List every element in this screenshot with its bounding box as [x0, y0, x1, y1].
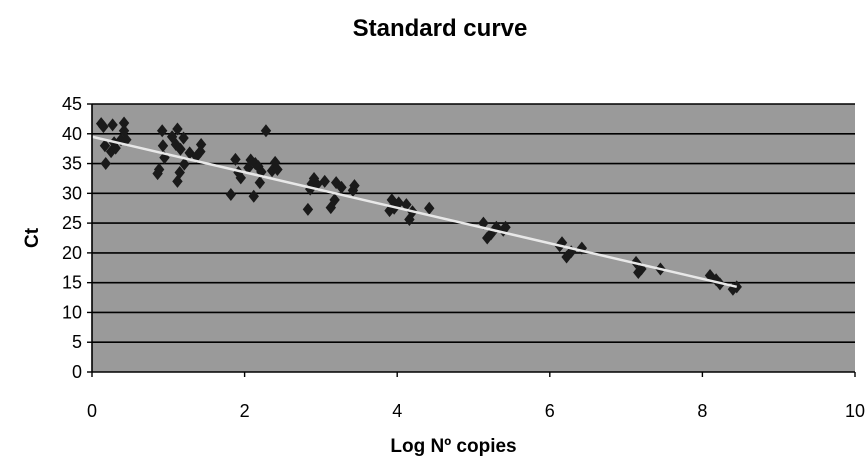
data-point	[576, 241, 588, 255]
x-tick-label: 6	[545, 401, 555, 421]
data-point	[561, 250, 572, 264]
data-point	[172, 122, 183, 136]
y-tick-labels: 0 5 10 15 20 25 30 35 40 45	[62, 94, 82, 382]
data-point	[710, 273, 722, 287]
y-axis-label: Ct	[22, 227, 43, 248]
data-point	[393, 196, 404, 210]
y-tick-label: 0	[72, 362, 82, 382]
x-tick-label: 2	[240, 401, 250, 421]
data-point	[98, 120, 109, 134]
data-point	[118, 124, 130, 138]
chart-title: Standard curve	[353, 15, 528, 42]
y-tick-label: 45	[62, 94, 82, 114]
data-point	[179, 157, 190, 171]
x-tick-label: 0	[87, 401, 97, 421]
x-axis-label: Log Nº copies	[390, 436, 516, 457]
axes	[87, 103, 856, 377]
data-point	[260, 124, 272, 138]
data-point	[195, 137, 207, 151]
data-point	[118, 116, 130, 130]
data-point	[233, 165, 244, 179]
data-point	[110, 141, 121, 155]
data-point	[254, 176, 266, 190]
data-point	[401, 198, 412, 212]
data-point	[157, 139, 169, 153]
y-tick-label: 5	[72, 332, 82, 352]
y-tick-label: 40	[62, 124, 82, 144]
data-point	[319, 174, 330, 188]
data-point	[727, 282, 739, 296]
data-point	[153, 163, 165, 177]
data-point	[225, 188, 237, 202]
plot-area	[92, 104, 855, 372]
data-point	[100, 157, 111, 171]
data-point	[184, 146, 195, 160]
data-point	[99, 139, 111, 153]
data-point	[565, 245, 577, 259]
data-point	[178, 131, 189, 145]
y-tick-label: 20	[62, 243, 82, 263]
data-point	[556, 236, 568, 250]
data-point	[230, 152, 241, 166]
data-point	[349, 179, 360, 193]
x-tick-labels: 0 2 4 6 8 10	[87, 401, 865, 421]
data-point	[105, 145, 117, 159]
x-tick-label: 4	[392, 401, 402, 421]
data-point	[302, 202, 314, 216]
data-point	[272, 163, 283, 177]
y-tick-label: 10	[62, 302, 82, 322]
data-point	[248, 189, 259, 203]
data-point	[336, 180, 347, 194]
data-point	[424, 201, 435, 215]
y-tick-label: 35	[62, 154, 82, 174]
trend-line	[91, 135, 738, 289]
data-point	[329, 193, 340, 207]
data-point	[174, 165, 185, 179]
data-point	[107, 118, 118, 132]
y-tick-label: 25	[62, 213, 82, 233]
data-point	[175, 142, 186, 156]
y-tick-label: 30	[62, 183, 82, 203]
x-tick-label: 8	[697, 401, 707, 421]
y-tick-label: 15	[62, 273, 82, 293]
data-point	[235, 171, 246, 185]
data-point	[156, 124, 168, 138]
data-point	[500, 220, 511, 234]
x-tick-label: 10	[845, 401, 865, 421]
gridlines	[92, 103, 855, 344]
